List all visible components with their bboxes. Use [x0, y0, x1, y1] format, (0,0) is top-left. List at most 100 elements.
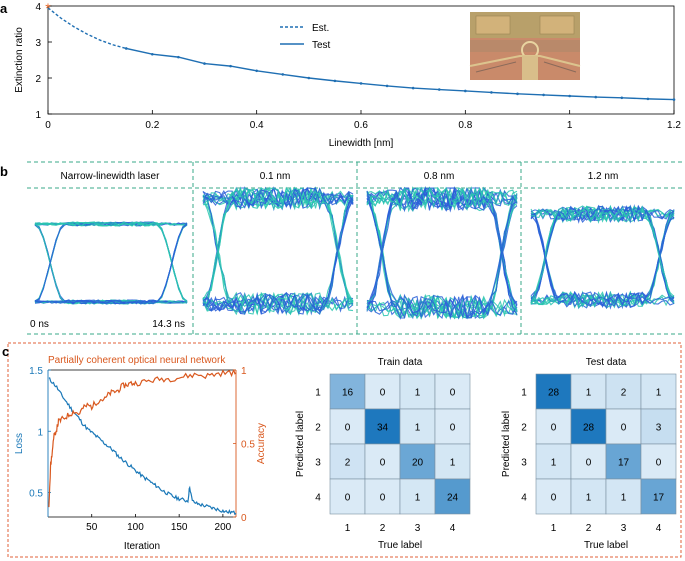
y-axis-label: Extinction ratio — [14, 27, 25, 93]
cm-cell-value: 1 — [621, 493, 627, 504]
y-tick-label-right: 0 — [241, 513, 247, 524]
cm-cell-value: 17 — [618, 458, 630, 469]
cm-cell — [434, 478, 471, 515]
eye-trace — [366, 190, 518, 321]
eye-trace — [366, 186, 518, 210]
cm-cell — [640, 478, 677, 515]
test-point — [385, 84, 389, 88]
cm-title: Test data — [586, 357, 627, 368]
x-tick-label: 100 — [127, 522, 144, 533]
cm-cell-value: 28 — [548, 388, 560, 399]
legend-test-label: Test — [312, 40, 331, 51]
cm-cell — [434, 408, 471, 445]
cm-cell — [399, 478, 436, 515]
eye-label-0.1nm: 0.1 nm — [260, 171, 291, 182]
eye-trace — [366, 189, 518, 316]
eye-diagram-3 — [366, 185, 518, 321]
panel-b: b Narrow-linewidth laser 0.1 nm 0.8 nm 1… — [0, 161, 685, 335]
eye-trace — [530, 212, 675, 309]
cm-cell — [364, 478, 401, 515]
cm-cell-value: 16 — [342, 388, 354, 399]
cm-cell — [640, 373, 677, 410]
cm-col-label: 2 — [380, 523, 386, 534]
cm-cell — [329, 408, 366, 445]
panel-a-letter: a — [0, 1, 8, 16]
x-tick-label: 0.2 — [145, 120, 159, 131]
cm-row-label: 4 — [521, 493, 527, 504]
eye-time-start: 0 ns — [30, 319, 49, 330]
eye-trace — [366, 205, 518, 320]
cm-cell-value: 1 — [656, 388, 662, 399]
test-point — [281, 73, 285, 76]
cm-cell-value: 0 — [551, 423, 557, 434]
cm-cell — [364, 408, 401, 445]
test-point — [490, 91, 493, 94]
eye-trace — [530, 205, 675, 305]
y-tick-label-right: 0.5 — [241, 440, 255, 451]
cm-cell — [399, 443, 436, 480]
cm-cell — [364, 373, 401, 410]
cm-cell-value: 1 — [586, 388, 592, 399]
eye-trace — [366, 186, 518, 306]
x-tick-label: 0.4 — [250, 120, 264, 131]
test-point — [359, 82, 363, 85]
cm-cell-value: 0 — [551, 493, 557, 504]
test-point — [333, 79, 337, 83]
test-point — [151, 52, 154, 56]
cm-cell-value: 0 — [450, 388, 456, 399]
x-tick-label: 0.6 — [354, 120, 368, 131]
eye-trace — [366, 186, 518, 303]
linewidth-chart-axes: 0 0.2 0.4 0.6 0.8 1 1.2 1 2 3 4 Linewidth [nm] Extin… — [14, 2, 681, 149]
start-star-marker: * — [45, 0, 51, 16]
cm-cell — [329, 478, 366, 515]
y-tick-label-left: 1.5 — [29, 366, 43, 377]
eye-trace — [34, 221, 188, 303]
test-point — [411, 86, 415, 90]
eye-trace — [203, 187, 354, 306]
cm-cell-value: 1 — [450, 458, 456, 469]
chip-photo — [469, 12, 581, 80]
test-point — [464, 89, 467, 93]
x-tick-label: 0.8 — [458, 120, 472, 131]
test-point — [255, 69, 258, 73]
test-confusion-matrix: Test data 28 1 2 1 1 0 28 0 3 2 1 0 17 0 3 0 1 1 17 4 1 2 3 4 Tru… — [501, 357, 677, 551]
eye-trace — [202, 195, 354, 316]
training-chart-marks — [48, 368, 237, 516]
cm-col-label: 4 — [656, 523, 662, 534]
cm-cell — [364, 443, 401, 480]
panel-b-letter: b — [0, 164, 8, 179]
cm-cell-value: 0 — [656, 458, 662, 469]
eye-diagram-4 — [530, 203, 675, 310]
x-tick-label: 1 — [567, 120, 573, 131]
linewidth-legend: Est. Test — [280, 23, 331, 51]
cm-cell — [605, 408, 642, 445]
x-axis-label: Linewidth [nm] — [329, 138, 394, 149]
eye-label-0.8nm: 0.8 nm — [424, 171, 455, 182]
eye-time-end: 14.3 ns — [152, 319, 185, 330]
accuracy-axis-label: Accuracy — [256, 423, 267, 464]
eye-diagram-2 — [202, 186, 354, 316]
series-loss-line — [48, 377, 237, 516]
cm-cell-value: 0 — [586, 458, 592, 469]
x-tick-label: 150 — [171, 522, 188, 533]
eye-trace — [366, 185, 518, 315]
eye-trace — [202, 197, 354, 314]
cm-y-axis-label: Predicted label — [501, 411, 512, 477]
cm-cell-value: 28 — [583, 423, 595, 434]
eye-trace — [366, 186, 518, 312]
cm-row-label: 1 — [315, 388, 321, 399]
cm-cell-value: 1 — [415, 423, 421, 434]
cm-cell-value: 0 — [380, 388, 386, 399]
panel-c: c Partially coherent optical neural netw… — [2, 342, 682, 558]
y-tick-label: 1 — [35, 110, 41, 121]
cm-cell — [640, 443, 677, 480]
cm-row-label: 2 — [315, 423, 321, 434]
eye-diagrams — [34, 185, 675, 321]
cm-row-label: 2 — [521, 423, 527, 434]
eye-trace — [530, 205, 675, 297]
cm-row-label: 1 — [521, 388, 527, 399]
cm-cell — [640, 408, 677, 445]
y-tick-label: 4 — [35, 2, 41, 13]
